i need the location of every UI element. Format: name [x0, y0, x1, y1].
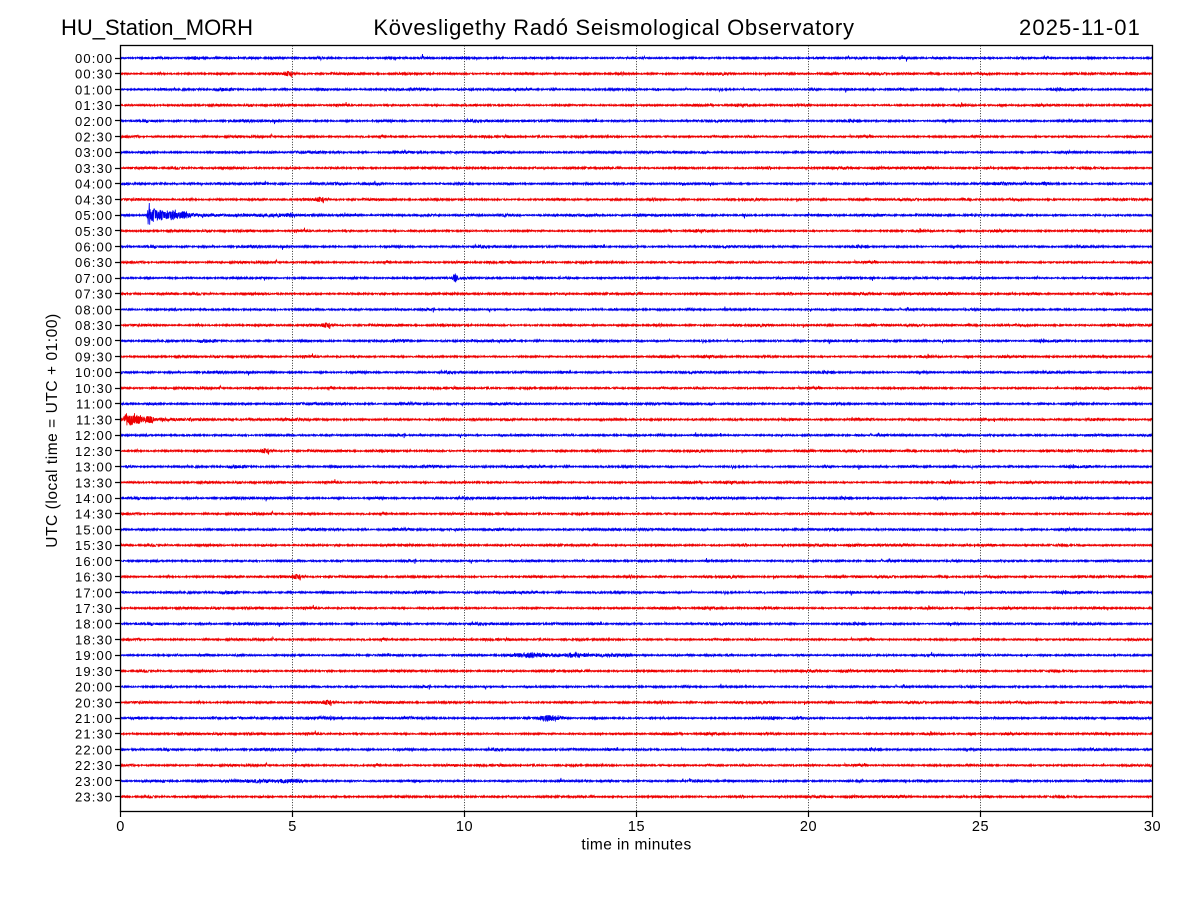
svg-text:07:00: 07:00	[75, 271, 113, 286]
svg-text:09:30: 09:30	[75, 350, 113, 365]
svg-text:14:30: 14:30	[75, 507, 113, 522]
svg-text:16:00: 16:00	[75, 554, 113, 569]
svg-text:05:00: 05:00	[75, 208, 113, 223]
svg-text:17:30: 17:30	[75, 601, 113, 616]
svg-text:22:00: 22:00	[75, 742, 113, 757]
svg-text:19:30: 19:30	[75, 664, 113, 679]
svg-text:09:00: 09:00	[75, 334, 113, 349]
svg-text:17:00: 17:00	[75, 585, 113, 600]
svg-text:25: 25	[972, 819, 989, 835]
svg-text:14:00: 14:00	[75, 491, 113, 506]
svg-text:15: 15	[628, 819, 645, 835]
svg-text:15:30: 15:30	[75, 538, 113, 553]
svg-text:01:30: 01:30	[75, 98, 113, 113]
svg-text:08:30: 08:30	[75, 318, 113, 333]
svg-text:04:30: 04:30	[75, 192, 113, 207]
svg-text:12:30: 12:30	[75, 444, 113, 459]
svg-text:06:00: 06:00	[75, 240, 113, 255]
svg-text:10:00: 10:00	[75, 365, 113, 380]
svg-text:02:30: 02:30	[75, 130, 113, 145]
svg-text:06:30: 06:30	[75, 255, 113, 270]
svg-text:19:00: 19:00	[75, 648, 113, 663]
svg-text:Kövesligethy Radó Seismologica: Kövesligethy Radó Seismological Observat…	[373, 15, 854, 40]
svg-text:11:00: 11:00	[76, 397, 113, 412]
svg-text:07:30: 07:30	[75, 287, 113, 302]
svg-text:2025-11-01: 2025-11-01	[1019, 15, 1141, 40]
svg-text:23:30: 23:30	[75, 790, 113, 805]
svg-text:22:30: 22:30	[75, 758, 113, 773]
svg-text:04:00: 04:00	[75, 177, 113, 192]
svg-text:21:00: 21:00	[75, 711, 113, 726]
svg-text:10:30: 10:30	[75, 381, 113, 396]
svg-text:02:00: 02:00	[75, 114, 113, 129]
svg-text:UTC (local time = UTC + 01:00): UTC (local time = UTC + 01:00)	[44, 313, 61, 547]
svg-text:5: 5	[288, 819, 297, 835]
svg-text:11:30: 11:30	[76, 412, 113, 427]
svg-text:0: 0	[116, 819, 125, 835]
svg-text:01:00: 01:00	[75, 82, 113, 97]
svg-text:21:30: 21:30	[75, 727, 113, 742]
svg-text:16:30: 16:30	[75, 570, 113, 585]
svg-text:15:00: 15:00	[75, 522, 113, 537]
svg-text:03:00: 03:00	[75, 145, 113, 160]
svg-text:00:30: 00:30	[75, 67, 113, 82]
svg-text:18:00: 18:00	[75, 617, 113, 632]
svg-text:23:00: 23:00	[75, 774, 113, 789]
svg-text:13:00: 13:00	[75, 460, 113, 475]
svg-text:08:00: 08:00	[75, 302, 113, 317]
svg-text:HU_Station_MORH: HU_Station_MORH	[61, 15, 253, 40]
svg-text:10: 10	[456, 819, 473, 835]
svg-text:30: 30	[1144, 819, 1161, 835]
svg-text:12:00: 12:00	[75, 428, 113, 443]
svg-text:13:30: 13:30	[75, 475, 113, 490]
svg-text:05:30: 05:30	[75, 224, 113, 239]
svg-text:20: 20	[800, 819, 817, 835]
svg-text:time in minutes: time in minutes	[581, 837, 691, 854]
svg-text:03:30: 03:30	[75, 161, 113, 176]
svg-text:20:30: 20:30	[75, 695, 113, 710]
svg-text:18:30: 18:30	[75, 632, 113, 647]
svg-text:00:00: 00:00	[75, 51, 113, 66]
svg-text:20:00: 20:00	[75, 680, 113, 695]
